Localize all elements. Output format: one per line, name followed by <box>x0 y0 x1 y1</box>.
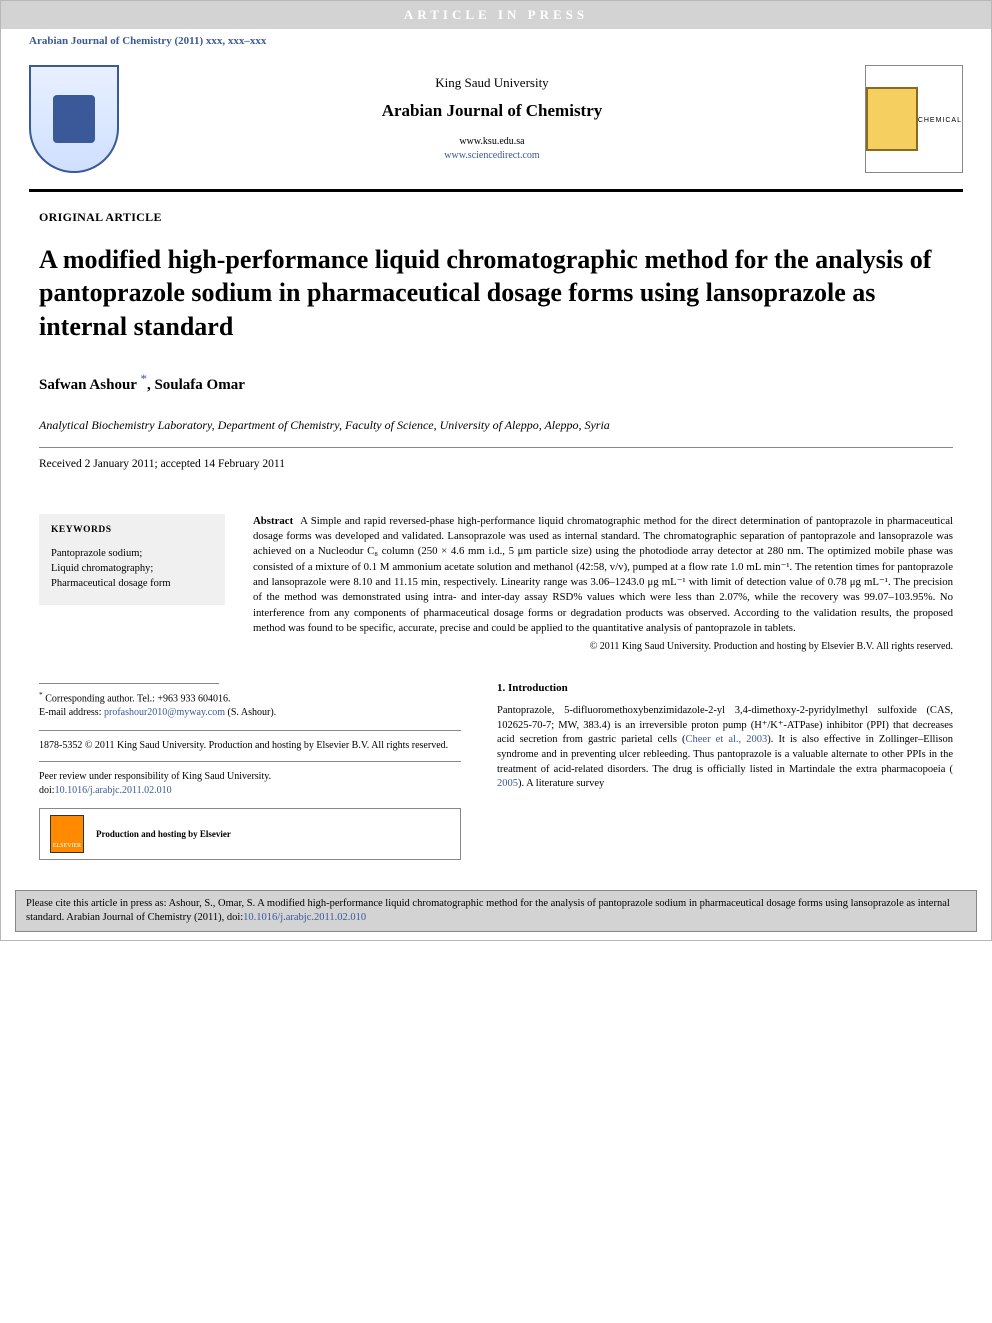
ksu-logo <box>29 65 119 173</box>
authors: Safwan Ashour *, Soulafa Omar <box>39 371 953 394</box>
reference-link-cheer[interactable]: Cheer et al., 2003 <box>686 734 768 745</box>
issn-copyright: 1878-5352 © 2011 King Saud University. P… <box>39 739 461 753</box>
keywords-abstract-section: KEYWORDS Pantoprazole sodium; Liquid chr… <box>39 514 953 655</box>
abstract-box: Abstract A Simple and rapid reversed-pha… <box>253 514 953 655</box>
peer-review-block: Peer review under responsibility of King… <box>39 770 461 798</box>
bottom-columns: * Corresponding author. Tel.: +963 933 6… <box>39 681 953 860</box>
journal-links: www.ksu.edu.sa www.sciencedirect.com <box>119 135 865 163</box>
journal-header: King Saud University Arabian Journal of … <box>1 57 991 189</box>
keyword-1: Pantoprazole sodium; <box>51 546 213 561</box>
article-title: A modified high-performance liquid chrom… <box>39 243 953 343</box>
article-type: ORIGINAL ARTICLE <box>39 210 953 225</box>
chemical-logo-label: CHEMICAL <box>918 117 962 124</box>
affiliation: Analytical Biochemistry Laboratory, Depa… <box>39 418 953 448</box>
elsevier-box: ELSEVIER Production and hosting by Elsev… <box>39 808 461 860</box>
journal-center: King Saud University Arabian Journal of … <box>119 75 865 163</box>
ksu-logo-shield-icon <box>53 95 95 143</box>
author-2: Soulafa Omar <box>154 377 244 393</box>
doi-link[interactable]: 10.1016/j.arabjc.2011.02.010 <box>55 785 172 796</box>
journal-name: Arabian Journal of Chemistry <box>119 101 865 121</box>
abstract-copyright: © 2011 King Saud University. Production … <box>253 640 953 654</box>
journal-link-ksu: www.ksu.edu.sa <box>459 136 524 147</box>
abstract-body: A Simple and rapid reversed-phase high-p… <box>253 515 953 634</box>
intro-text-c: ). A literature survey <box>518 778 604 789</box>
article-in-press-banner: ARTICLE IN PRESS <box>1 1 991 29</box>
email-label: E-mail address: <box>39 707 104 718</box>
correspondence-rule <box>39 683 219 684</box>
keyword-2: Liquid chromatography; <box>51 561 213 576</box>
article-dates: Received 2 January 2011; accepted 14 Feb… <box>39 458 953 470</box>
elsevier-logo-icon: ELSEVIER <box>50 815 84 853</box>
divider-2 <box>39 761 461 762</box>
peer-review-text: Peer review under responsibility of King… <box>39 771 271 782</box>
keyword-3: Pharmaceutical dosage form <box>51 576 213 591</box>
header-citation: Arabian Journal of Chemistry (2011) xxx,… <box>1 29 991 57</box>
citation-footer-doi-link[interactable]: 10.1016/j.arabjc.2011.02.010 <box>243 912 366 923</box>
chemical-society-logo: CHEMICAL <box>865 65 963 173</box>
keywords-heading: KEYWORDS <box>51 524 213 538</box>
journal-link-sciencedirect[interactable]: www.sciencedirect.com <box>444 150 539 161</box>
content-area: ORIGINAL ARTICLE A modified high-perform… <box>1 192 991 880</box>
divider-1 <box>39 730 461 731</box>
introduction-heading: 1. Introduction <box>497 681 953 696</box>
elsevier-hosting-text: Production and hosting by Elsevier <box>96 828 231 841</box>
author-email-link[interactable]: profashour2010@myway.com <box>104 707 225 718</box>
page-container: ARTICLE IN PRESS Arabian Journal of Chem… <box>0 0 992 941</box>
right-column: 1. Introduction Pantoprazole, 5-difluoro… <box>497 681 953 860</box>
reference-link-2005[interactable]: 2005 <box>497 778 518 789</box>
citation-footer-text: Please cite this article in press as: As… <box>26 898 950 923</box>
correspondence-tel: Corresponding author. Tel.: +963 933 604… <box>43 693 231 704</box>
email-suffix: (S. Ashour). <box>225 707 276 718</box>
doi-label: doi: <box>39 785 55 796</box>
keywords-inner: KEYWORDS Pantoprazole sodium; Liquid chr… <box>39 514 225 605</box>
left-column: * Corresponding author. Tel.: +963 933 6… <box>39 681 461 860</box>
keywords-box: KEYWORDS Pantoprazole sodium; Liquid chr… <box>39 514 225 655</box>
university-name: King Saud University <box>119 75 865 91</box>
chemical-logo-icon <box>866 87 918 151</box>
citation-footer: Please cite this article in press as: As… <box>15 890 977 932</box>
introduction-body: Pantoprazole, 5-difluoromethoxybenzimida… <box>497 704 953 792</box>
author-1: Safwan Ashour <box>39 377 140 393</box>
correspondence: * Corresponding author. Tel.: +963 933 6… <box>39 690 461 720</box>
abstract-label: Abstract <box>253 515 293 527</box>
